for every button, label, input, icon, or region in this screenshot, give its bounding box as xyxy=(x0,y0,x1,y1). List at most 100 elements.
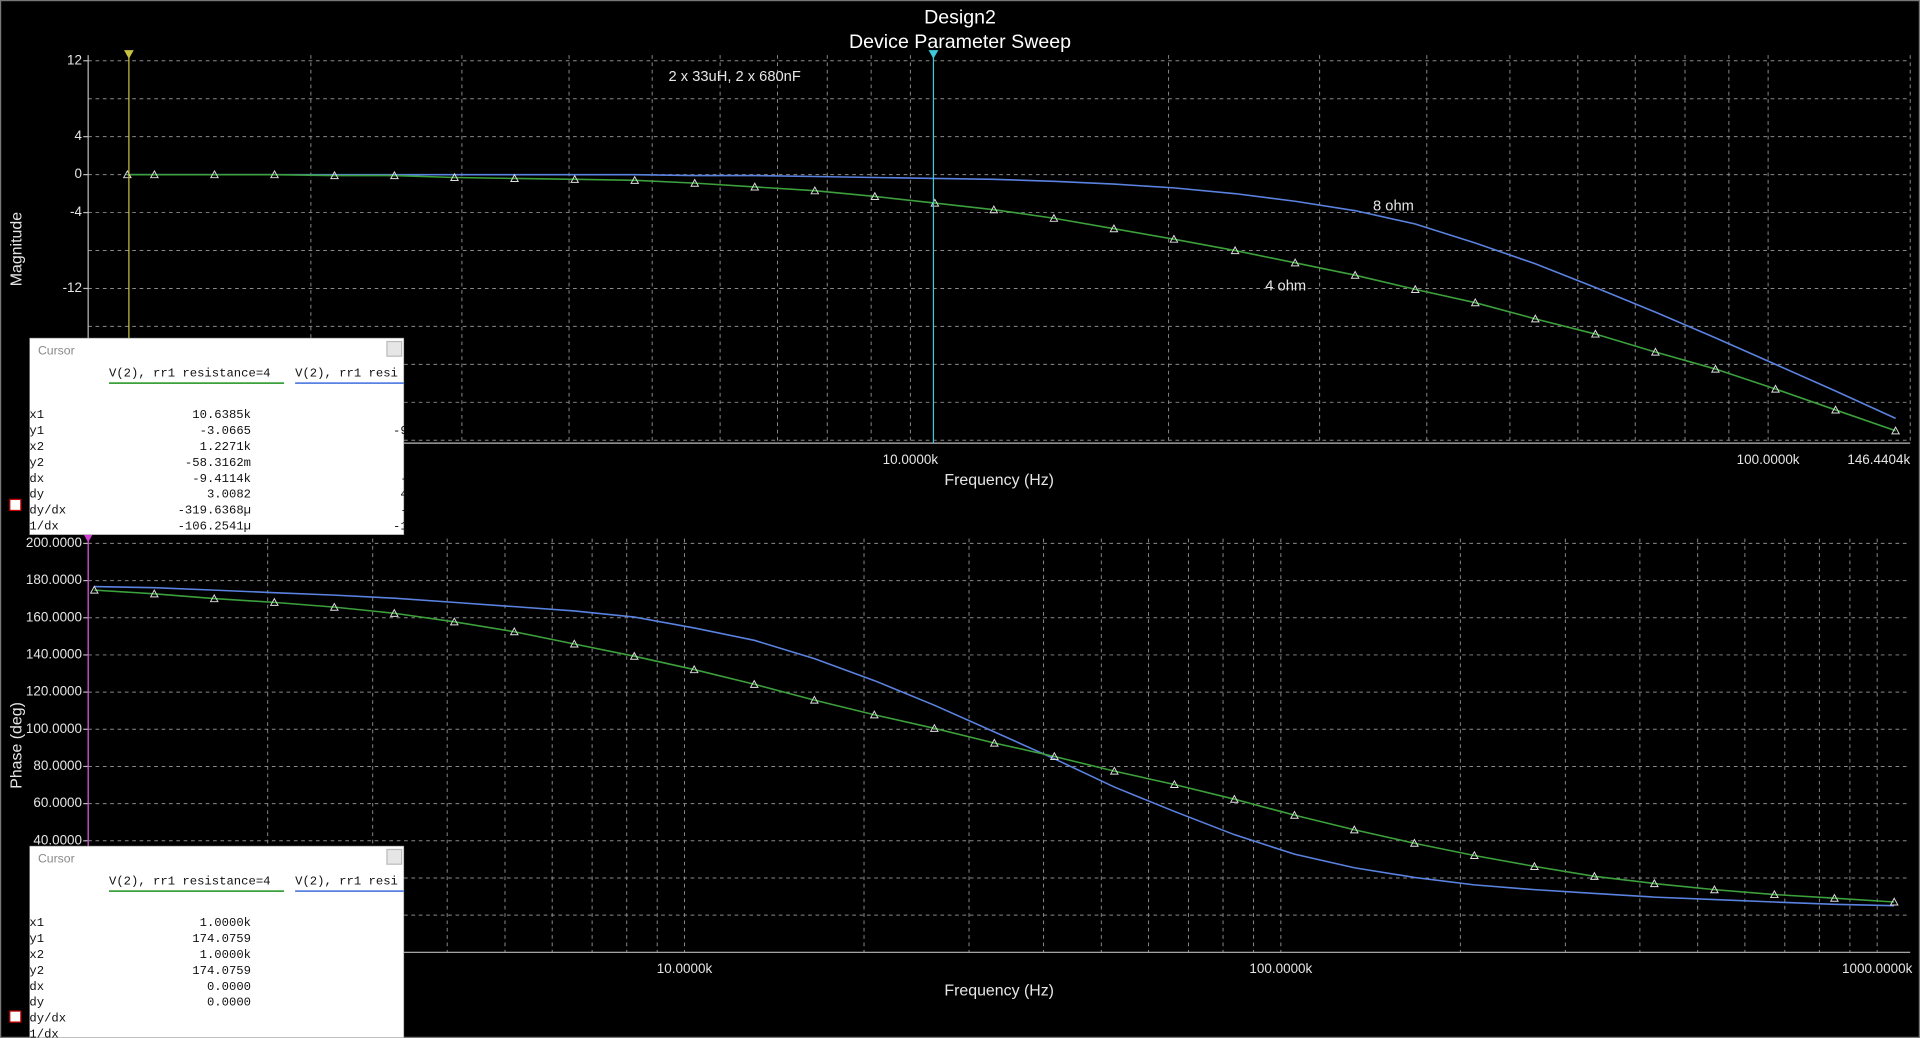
y-axis-label: Magnitude xyxy=(8,212,25,286)
cursor-handle[interactable] xyxy=(928,50,939,59)
data-point xyxy=(690,178,700,187)
panel-background xyxy=(29,845,405,1038)
data-point xyxy=(1889,897,1899,906)
y-tick-label: 120.0000 xyxy=(26,684,82,699)
data-point xyxy=(270,169,279,179)
data-point xyxy=(1831,405,1841,414)
y-tick-label: 140.0000 xyxy=(26,646,82,661)
cursor-panel: Cursor V(2), rr1 resistance=4 V(2), rr1 re… xyxy=(29,845,405,1038)
checkbox[interactable] xyxy=(9,498,22,512)
y-tick-label: 4 xyxy=(75,128,83,143)
y-tick-label: 100.0000 xyxy=(26,721,82,736)
y-tick-label: 180.0000 xyxy=(26,572,82,587)
series-line xyxy=(127,173,1896,420)
data-point xyxy=(389,608,399,617)
checkbox[interactable] xyxy=(9,1010,22,1023)
row-label: dx xyxy=(29,472,44,486)
data-point xyxy=(450,172,459,182)
data-point xyxy=(749,679,759,688)
y-tick-label: 40.0000 xyxy=(33,832,82,847)
row-label: 1/dx xyxy=(29,1028,58,1038)
y-tick-label: -4 xyxy=(70,204,82,219)
y-tick-label: -12 xyxy=(63,280,82,295)
data-point xyxy=(1589,871,1599,880)
data-point xyxy=(1109,766,1119,775)
data-point xyxy=(1230,245,1240,255)
data-point xyxy=(630,175,640,184)
row-label: dy xyxy=(29,488,44,502)
row-value: - xyxy=(400,472,407,486)
panel-title: Cursor xyxy=(38,344,75,358)
row-label: dx xyxy=(29,980,44,994)
close-button[interactable] xyxy=(386,340,403,357)
data-point xyxy=(149,589,159,598)
x-tick-label: 10.0000k xyxy=(657,961,713,976)
row-label: dy xyxy=(29,996,44,1010)
data-point xyxy=(989,205,999,214)
data-point xyxy=(1649,878,1659,888)
chart-title: Design2 xyxy=(924,7,996,29)
data-point xyxy=(869,710,879,719)
row-value: 4 xyxy=(400,488,407,502)
data-point xyxy=(89,585,99,594)
data-point xyxy=(810,186,820,195)
data-point xyxy=(149,169,159,179)
y-axis-label: Phase (deg) xyxy=(8,702,25,789)
data-point xyxy=(329,602,339,611)
column-header: V(2), rr1 resi xyxy=(295,875,398,889)
chart-subtitle: Device Parameter Sweep xyxy=(849,31,1071,53)
row-value: -9 xyxy=(393,424,408,438)
row-value: - xyxy=(400,504,407,518)
row-value: 1.0000k xyxy=(200,916,251,930)
data-point xyxy=(209,169,219,179)
row-label: y2 xyxy=(29,964,44,978)
data-point xyxy=(1891,426,1901,435)
data-point xyxy=(809,695,819,704)
row-value: -319.6368µ xyxy=(178,504,251,518)
data-point xyxy=(1590,329,1600,338)
row-value: 1.0000k xyxy=(200,948,251,962)
y-tick-label: 200.0000 xyxy=(26,535,82,550)
column-header: V(2), rr1 resistance=4 xyxy=(109,875,271,889)
data-point xyxy=(389,170,399,180)
row-value: 0.0000 xyxy=(207,996,251,1010)
cursor-handle[interactable] xyxy=(83,533,94,543)
row-value: 174.0759 xyxy=(192,932,251,946)
data-point xyxy=(1049,213,1059,222)
row-label: y1 xyxy=(29,932,44,946)
row-value: -58.3162m xyxy=(185,456,251,470)
row-value: 1.2271k xyxy=(200,440,251,454)
data-point xyxy=(1650,347,1660,356)
series-line xyxy=(94,589,1895,903)
data-point xyxy=(629,651,639,660)
panel-background xyxy=(29,337,405,535)
cursor-handle[interactable] xyxy=(123,50,134,59)
column-header: V(2), rr1 resi xyxy=(295,367,398,381)
y-tick-label: 0 xyxy=(75,166,82,181)
data-point xyxy=(1709,884,1719,894)
row-label: x1 xyxy=(29,916,44,930)
row-label: x1 xyxy=(29,408,44,422)
row-label: y1 xyxy=(29,424,44,438)
row-label: dy/dx xyxy=(29,504,66,518)
row-value: 10.6385k xyxy=(192,408,251,422)
data-point xyxy=(870,191,880,200)
data-point xyxy=(510,173,519,182)
series-line xyxy=(94,585,1895,907)
row-value: -9.4114k xyxy=(192,472,251,486)
close-button[interactable] xyxy=(386,848,403,865)
x-tick-label: 100.0000k xyxy=(1249,961,1312,976)
data-point xyxy=(1529,861,1539,870)
row-value: -3.0665 xyxy=(200,424,251,438)
row-label: y2 xyxy=(29,456,44,470)
data-point xyxy=(1410,284,1420,293)
row-value: 0.0000 xyxy=(207,980,251,994)
data-point xyxy=(1290,258,1300,267)
y-tick-label: 12 xyxy=(67,52,82,67)
row-value: 3.0082 xyxy=(207,488,251,502)
data-point xyxy=(1710,364,1720,373)
data-point xyxy=(509,627,519,636)
data-point xyxy=(1349,825,1359,834)
